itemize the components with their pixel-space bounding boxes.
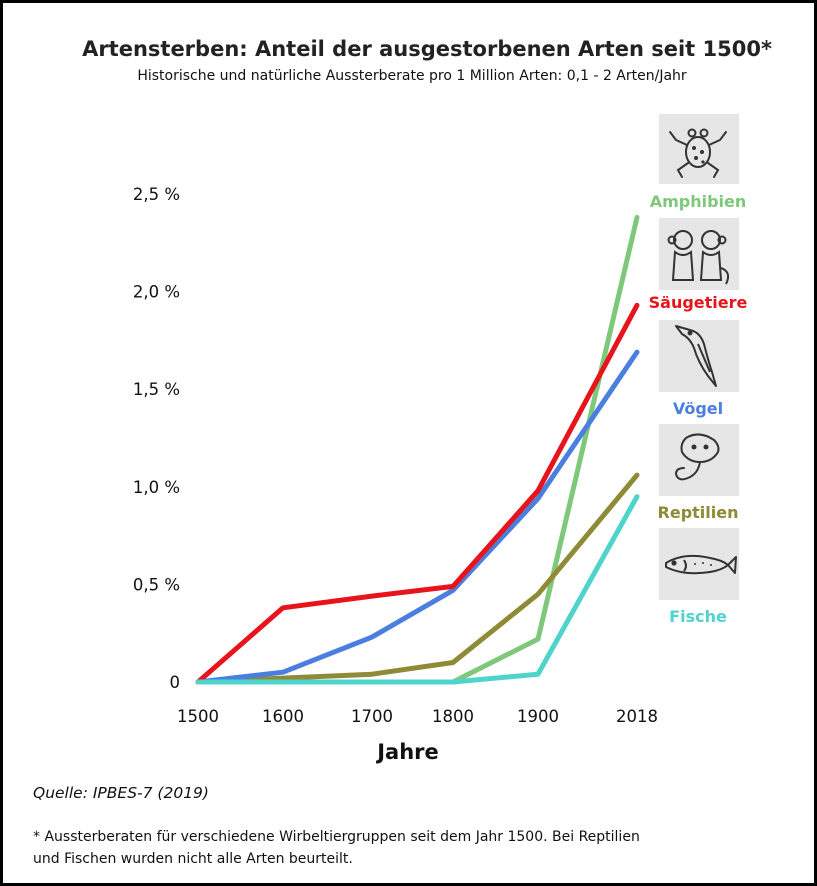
x-tick-label: 1600 [262, 707, 304, 726]
series-line-fische [195, 494, 640, 685]
x-tick-label: 1700 [351, 707, 393, 726]
x-axis-ticks: 1500 1600 1700 1800 1900 2018 [177, 707, 658, 726]
series-line-vogel [195, 349, 640, 685]
series-lines [195, 214, 640, 685]
y-tick-label: 0 [170, 673, 181, 692]
fish-icon [659, 528, 739, 600]
x-tick-label: 1800 [432, 707, 474, 726]
series-line-saugetiere [195, 302, 640, 685]
series-line-reptilien [195, 472, 640, 685]
footnote: * Aussterberaten für verschiedene Wirbel… [33, 829, 640, 867]
chart-title: Artensterben: Anteil der ausgestorbenen … [82, 37, 772, 61]
source-note: Quelle: IPBES-7 (2019) [33, 784, 209, 802]
y-tick-label: 2,0 % [133, 283, 180, 302]
x-tick-label: 1900 [517, 707, 559, 726]
stingray-icon [659, 424, 739, 496]
legend-label-amphibien: Amphibien [650, 192, 747, 211]
y-tick-label: 1,0 % [133, 478, 180, 497]
x-tick-label: 2018 [616, 707, 658, 726]
legend-label-saugetiere: Säugetiere [649, 293, 748, 312]
bird-icon [659, 320, 739, 392]
y-axis-ticks: 0 0,5 % 1,0 % 1,5 % 2,0 % 2,5 % [133, 185, 180, 692]
y-tick-label: 1,5 % [133, 380, 180, 399]
legend-icons [659, 114, 739, 600]
legend-label-vogel: Vögel [673, 399, 723, 418]
y-tick-label: 0,5 % [133, 575, 180, 594]
chart-subtitle: Historische und natürliche Aussterberate… [137, 68, 687, 84]
x-tick-label: 1500 [177, 707, 219, 726]
legend: Amphibien Säugetiere Vögel Reptilien Fische [649, 192, 748, 626]
frog-icon [659, 114, 739, 184]
legend-label-fische: Fische [669, 607, 727, 626]
monkey-icon [659, 218, 739, 290]
y-tick-label: 2,5 % [133, 185, 180, 204]
legend-label-reptilien: Reptilien [658, 503, 739, 522]
x-axis-label: Jahre [375, 740, 439, 764]
